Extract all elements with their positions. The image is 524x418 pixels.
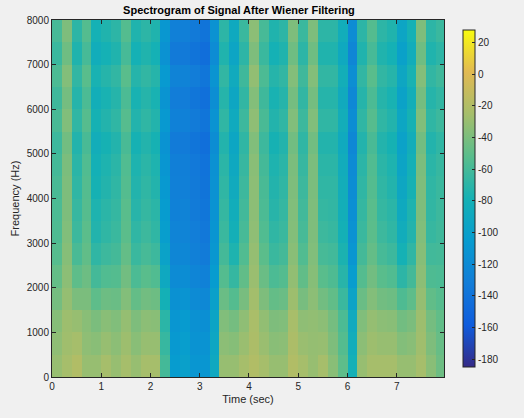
svg-text:3: 3 — [197, 381, 203, 392]
svg-text:-20: -20 — [478, 100, 493, 111]
svg-text:-60: -60 — [478, 164, 493, 175]
svg-text:6: 6 — [345, 381, 351, 392]
svg-text:2000: 2000 — [27, 282, 50, 293]
svg-text:0: 0 — [43, 372, 49, 383]
svg-text:0: 0 — [49, 381, 55, 392]
svg-text:-140: -140 — [478, 290, 498, 301]
svg-text:1: 1 — [98, 381, 104, 392]
svg-text:8000: 8000 — [27, 15, 50, 26]
svg-text:-120: -120 — [478, 259, 498, 270]
svg-text:Time (sec): Time (sec) — [222, 393, 274, 405]
svg-text:2: 2 — [148, 381, 154, 392]
svg-text:4: 4 — [246, 381, 252, 392]
svg-text:4000: 4000 — [27, 193, 50, 204]
svg-text:20: 20 — [478, 37, 490, 48]
svg-text:-160: -160 — [478, 322, 498, 333]
svg-text:-100: -100 — [478, 227, 498, 238]
svg-text:6000: 6000 — [27, 104, 50, 115]
svg-text:7: 7 — [394, 381, 400, 392]
svg-text:Frequency (Hz): Frequency (Hz) — [9, 161, 21, 237]
svg-text:1000: 1000 — [27, 327, 50, 338]
svg-text:7000: 7000 — [27, 59, 50, 70]
svg-text:3000: 3000 — [27, 238, 50, 249]
svg-text:0: 0 — [478, 69, 484, 80]
svg-text:-180: -180 — [478, 354, 498, 365]
svg-text:5: 5 — [295, 381, 301, 392]
svg-text:5000: 5000 — [27, 148, 50, 159]
svg-text:Spectrogram of Signal After Wi: Spectrogram of Signal After Wiener Filte… — [123, 4, 355, 16]
svg-text:-80: -80 — [478, 195, 493, 206]
svg-text:-40: -40 — [478, 132, 493, 143]
